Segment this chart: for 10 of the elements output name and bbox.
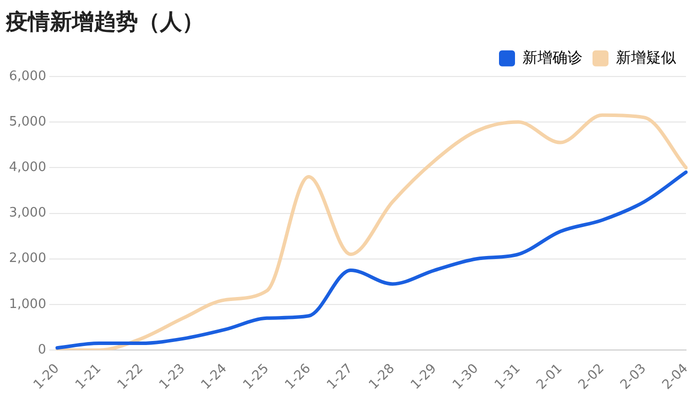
y-tick-label: 6,000 [9, 68, 46, 84]
y-tick-label: 5,000 [9, 114, 46, 130]
y-tick-label: 1,000 [9, 296, 46, 312]
y-tick-label: 0 [38, 342, 46, 358]
y-tick-label: 3,000 [9, 206, 46, 221]
legend-label: 新增疑似 [616, 48, 676, 66]
chart-title: 疫情新增趋势（人） [5, 8, 204, 35]
y-tick-label: 4,000 [9, 160, 46, 176]
legend-label: 新增确诊 [522, 48, 582, 66]
y-tick-label: 2,000 [9, 251, 46, 266]
